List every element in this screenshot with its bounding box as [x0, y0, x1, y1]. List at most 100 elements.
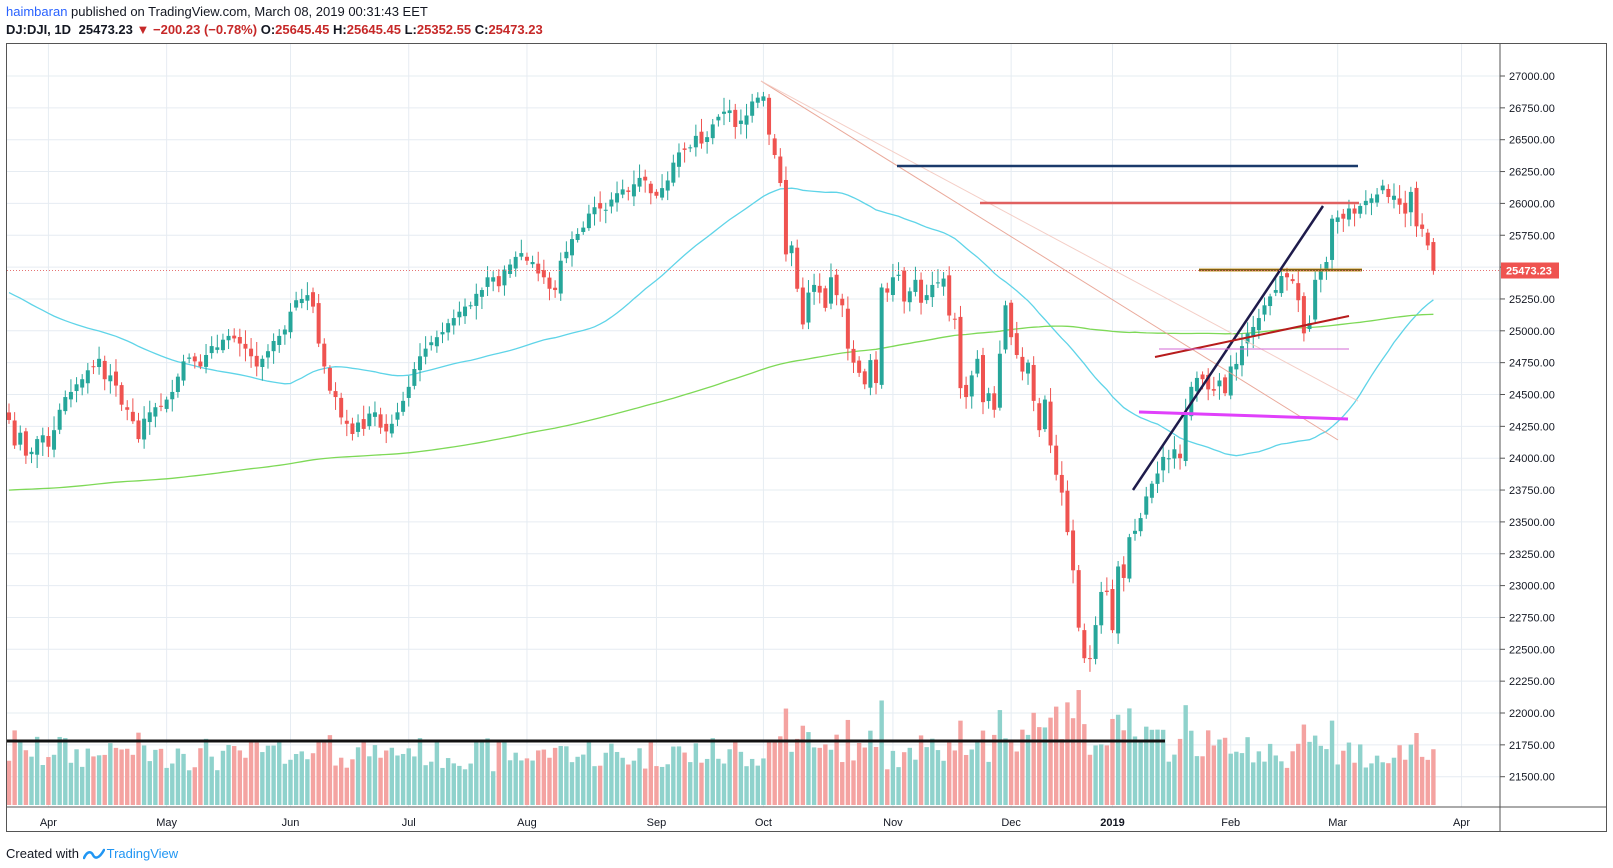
volume-bar	[1335, 764, 1340, 805]
candle-body	[1262, 305, 1267, 315]
chart-frame[interactable]: 27000.00 26750.00 26500.00 26250.00 26000.00…	[6, 43, 1607, 832]
candle-body	[817, 285, 822, 293]
volume-bar	[457, 765, 462, 805]
volume-bar	[626, 764, 631, 805]
candle-body	[800, 287, 805, 325]
candle-body	[1386, 188, 1391, 198]
volume-bar	[1397, 745, 1402, 805]
volume-bar	[1053, 706, 1059, 805]
candle-body	[288, 311, 293, 333]
candle-body	[277, 335, 282, 345]
volume-bar	[1093, 745, 1098, 805]
open-value: 25645.45	[275, 22, 330, 37]
volume-bar	[254, 742, 259, 805]
candle-body	[519, 253, 524, 257]
candle-body	[671, 162, 676, 183]
x-tick-label: Apr	[1453, 817, 1470, 829]
tradingview-brand-link[interactable]: TradingView	[106, 846, 179, 861]
volume-bar	[930, 738, 935, 805]
candle-body	[570, 239, 574, 256]
last-price-label: 25473.23	[1506, 266, 1552, 278]
trend-line-red	[1154, 315, 1350, 358]
x-tick-label: Aug	[517, 817, 537, 829]
volume-bar	[642, 768, 648, 805]
tradingview-logo-icon	[82, 848, 105, 860]
volume-bar	[1391, 757, 1397, 805]
volume-bar	[1341, 750, 1346, 805]
candle-body	[586, 213, 591, 229]
candle-body	[91, 366, 96, 368]
candle-body	[1071, 530, 1076, 571]
volume-bar	[986, 761, 991, 805]
volume-bar	[873, 746, 879, 805]
price-chart[interactable]: 27000.00 26750.00 26500.00 26250.00 26000.00…	[7, 44, 1606, 831]
candle-body	[733, 109, 738, 127]
candle-body	[862, 371, 867, 385]
candle-body	[1178, 453, 1183, 459]
volume-bar	[462, 769, 468, 805]
candle-body	[592, 207, 597, 215]
volume-bar	[23, 750, 29, 805]
candle-body	[406, 386, 411, 398]
candle-body	[74, 384, 79, 392]
candle-body	[1200, 374, 1205, 380]
candle-body	[1065, 490, 1070, 533]
candle-body	[890, 277, 895, 296]
candle-body	[975, 358, 980, 374]
volume-bar	[1312, 735, 1318, 805]
candle-body	[1318, 269, 1323, 280]
candle-body	[1037, 403, 1042, 431]
candle-body	[1369, 198, 1374, 203]
candle-body	[260, 358, 265, 368]
volume-bar	[468, 763, 473, 805]
volume-bar	[1183, 705, 1188, 805]
volume-bar	[1403, 759, 1408, 805]
candle-body	[68, 391, 73, 400]
volume-bar	[1363, 767, 1369, 805]
candle-body	[164, 399, 169, 409]
candle-body	[1313, 279, 1318, 320]
candle-body	[1003, 305, 1008, 350]
volume-bar	[1329, 720, 1335, 805]
volume-bar	[502, 741, 507, 805]
candle-body	[226, 335, 231, 341]
volume-bar	[772, 742, 777, 805]
candle-body	[834, 274, 839, 296]
symbol-label[interactable]: DJ:DJI, 1D	[6, 22, 72, 37]
volume-bar	[1031, 712, 1036, 805]
x-tick-label: Nov	[883, 817, 903, 829]
author-link[interactable]: haimbaran	[6, 4, 68, 19]
volume-bar	[305, 759, 310, 805]
volume-bar	[1228, 753, 1233, 805]
volume-bars	[7, 690, 1436, 805]
volume-bar	[688, 762, 693, 805]
candle-body	[1093, 625, 1098, 659]
candle-body	[1149, 483, 1154, 498]
downtrend-line-1	[760, 80, 1339, 441]
ma200-line	[8, 313, 1434, 491]
candle-body	[902, 270, 907, 302]
volume-bar	[1222, 737, 1228, 805]
candle-body	[457, 311, 462, 318]
candle-body	[479, 290, 484, 297]
candle-body	[1138, 518, 1143, 532]
candle-body	[327, 367, 332, 391]
volume-bar	[355, 747, 361, 805]
candle-body	[935, 282, 940, 284]
volume-bar	[474, 740, 479, 805]
volume-bar	[614, 751, 620, 805]
volume-bar	[186, 770, 192, 805]
candle-body	[294, 300, 299, 308]
y-tick-label: 26750.00	[1509, 103, 1555, 115]
volume-bar	[125, 748, 130, 805]
volume-bar	[12, 730, 17, 805]
volume-bar	[367, 756, 372, 805]
candle-body	[885, 288, 890, 293]
volume-bar	[1172, 754, 1177, 805]
candle-body	[941, 278, 946, 287]
candle-body	[980, 355, 985, 403]
y-tick-label: 22250.00	[1509, 676, 1555, 688]
candle-body	[615, 193, 620, 203]
volume-bar	[479, 742, 485, 805]
volume-bar	[158, 748, 164, 805]
